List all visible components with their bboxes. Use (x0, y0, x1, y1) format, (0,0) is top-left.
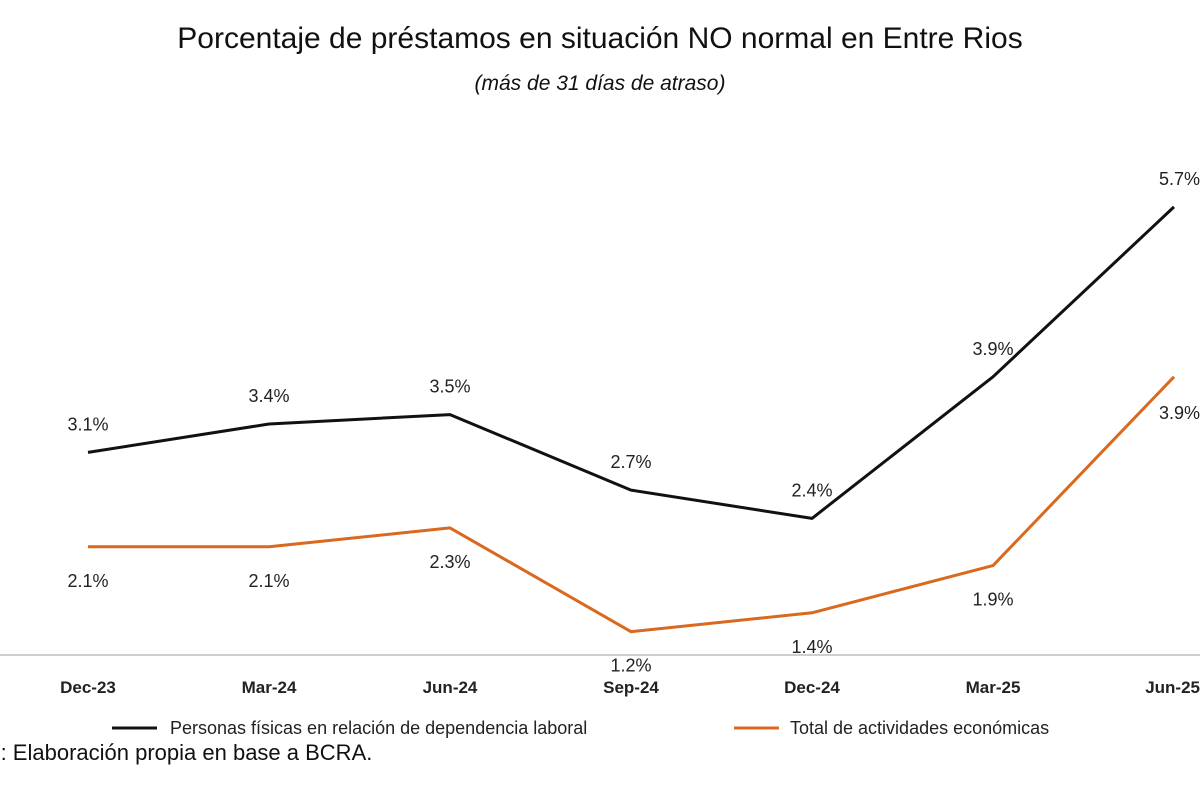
legend-label-1: Personas físicas en relación de dependen… (170, 718, 587, 738)
data-label-s1-1: 3.1% (67, 414, 108, 434)
x-tick-label: Mar-25 (966, 678, 1021, 697)
data-label-s1-6: 3.9% (972, 339, 1013, 359)
data-label-s1-4: 2.7% (610, 452, 651, 472)
x-tick-label: Mar-24 (242, 678, 297, 697)
data-label-s1-7: 5.7% (1159, 169, 1200, 189)
data-label-s2-1: 2.1% (67, 571, 108, 591)
data-label-s2-2: 2.1% (248, 571, 289, 591)
data-label-s1-3: 3.5% (429, 377, 470, 397)
series-line-2 (88, 375, 1176, 634)
source-note: nte: Elaboración propia en base a BCRA. (0, 740, 373, 765)
data-label-s1-5: 2.4% (791, 480, 832, 500)
legend-label-2: Total de actividades económicas (790, 718, 1049, 738)
x-tick-label: Dec-24 (784, 678, 840, 697)
data-label-s2-5: 1.4% (791, 637, 832, 657)
data-label-s2-7: 3.9% (1159, 403, 1200, 423)
data-label-s2-6: 1.9% (972, 590, 1013, 610)
x-tick-label: Jun-25 (1145, 678, 1200, 697)
x-tick-label: Sep-24 (603, 678, 659, 697)
data-label-s2-4: 1.2% (610, 656, 651, 676)
chart-subtitle: (más de 31 días de atraso) (474, 72, 726, 95)
chart-title: Porcentaje de préstamos en situación NO … (177, 22, 1023, 55)
series-line-1 (87, 205, 1176, 520)
data-label-s2-3: 2.3% (429, 552, 470, 572)
data-label-s1-2: 3.4% (248, 386, 289, 406)
line-chart: 3.1% 3.4% 3.5% 2.7% 2.4% 3.9% 5.7% 2.1% 2.1% 2.3%… (0, 169, 1200, 738)
x-tick-label: Dec-23 (60, 678, 116, 697)
x-tick-label: Jun-24 (423, 678, 478, 697)
